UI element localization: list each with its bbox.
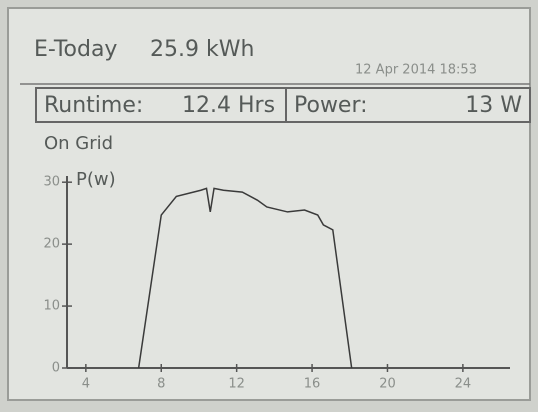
x-tick-label: 8 — [157, 377, 165, 392]
y-tick-label: 30 — [43, 175, 60, 190]
x-tick-label: 4 — [82, 377, 90, 392]
x-tick-label: 16 — [304, 377, 321, 392]
runtime-label: Runtime: — [44, 93, 143, 118]
status: On Grid — [44, 133, 113, 154]
y-tick-label: 0 — [52, 361, 60, 376]
e-today-label: E-Today — [34, 37, 117, 62]
y-axis-label: P(w) — [76, 169, 116, 190]
x-tick-label: 12 — [228, 377, 245, 392]
runtime-value: 12.4 Hrs — [182, 93, 275, 118]
x-tick-label: 24 — [455, 377, 472, 392]
power-label: Power: — [294, 93, 368, 118]
y-tick-label: 20 — [43, 237, 60, 252]
y-tick-label: 10 — [43, 299, 60, 314]
screen: E-Today 25.9 kWh 12 Apr 2014 18:53 Runti… — [0, 0, 538, 408]
e-today-value: 25.9 kWh — [150, 37, 254, 62]
datetime: 12 Apr 2014 18:53 — [355, 63, 477, 78]
x-tick-label: 20 — [379, 377, 396, 392]
power-value: 13 W — [465, 93, 522, 118]
